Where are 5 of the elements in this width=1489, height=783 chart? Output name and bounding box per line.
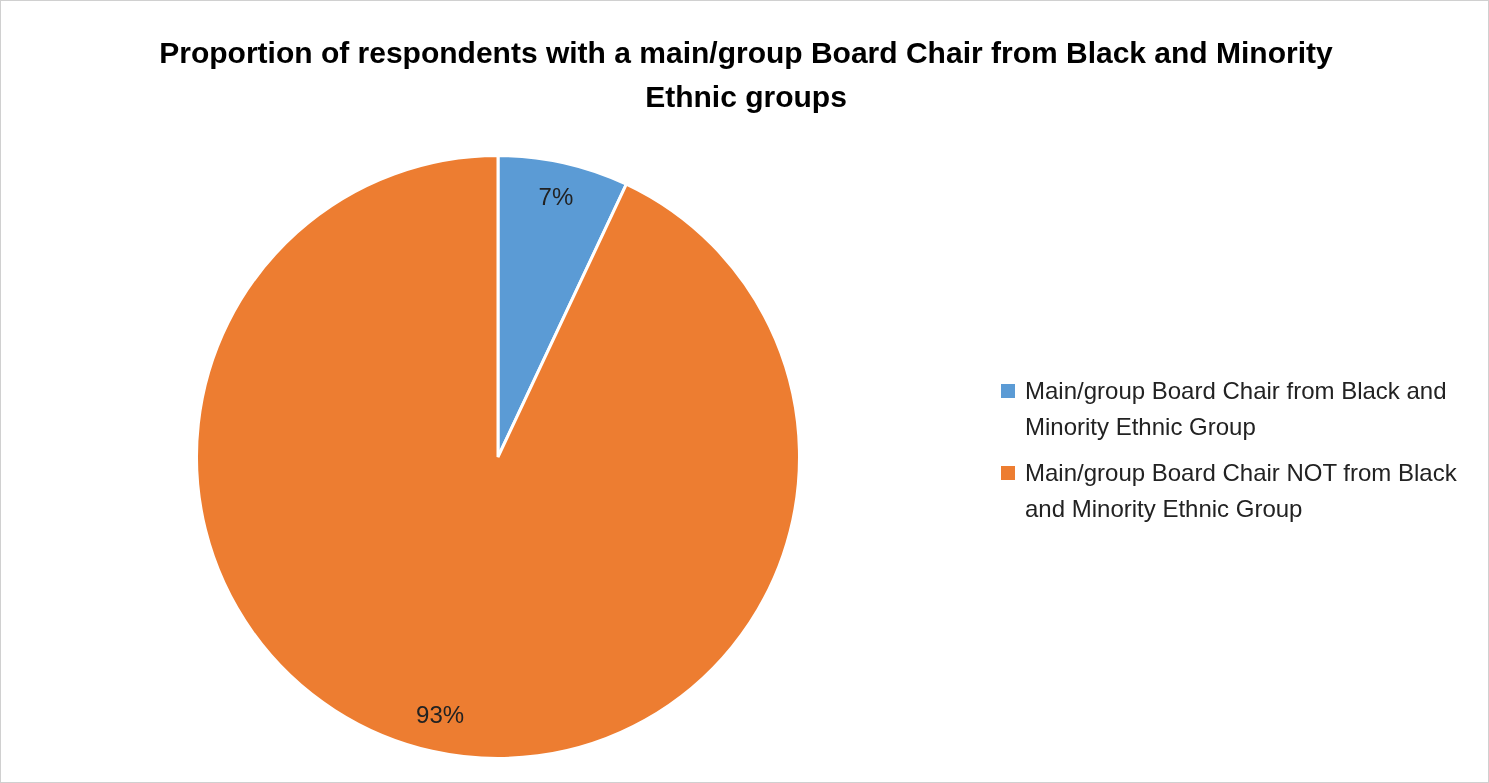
data-label: 7% <box>538 182 574 210</box>
chart-title: Proportion of respondents with a main/group Board Chair from Black and Minority Ethnic groups <box>158 35 1334 115</box>
legend-label: Main/group Board Chair NOT from Black and Minority Ethnic Group <box>1025 458 1458 524</box>
legend-label: Main/group Board Chair from Black and Minority Ethnic Group <box>1025 376 1448 442</box>
data-label: 93% <box>416 700 465 728</box>
